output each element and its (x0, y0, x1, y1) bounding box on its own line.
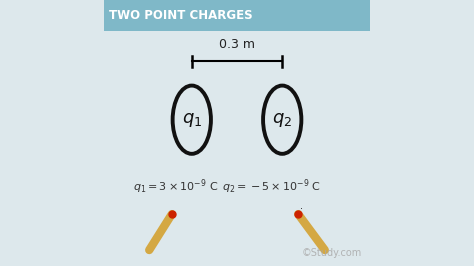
Text: ©Study.com: ©Study.com (302, 248, 362, 258)
Text: 0.3 m: 0.3 m (219, 38, 255, 51)
Text: TWO POINT CHARGES: TWO POINT CHARGES (109, 9, 253, 22)
Text: $q_1$: $q_1$ (182, 111, 202, 129)
Ellipse shape (173, 86, 211, 154)
Text: $q_1 = 3\times10^{-9}$ C: $q_1 = 3\times10^{-9}$ C (133, 177, 219, 196)
Bar (104, 0, 370, 31)
Text: $q_2 = -5\times10^{-9}$ C: $q_2 = -5\times10^{-9}$ C (222, 177, 321, 196)
Text: $q_2$: $q_2$ (272, 111, 292, 129)
Ellipse shape (263, 86, 301, 154)
